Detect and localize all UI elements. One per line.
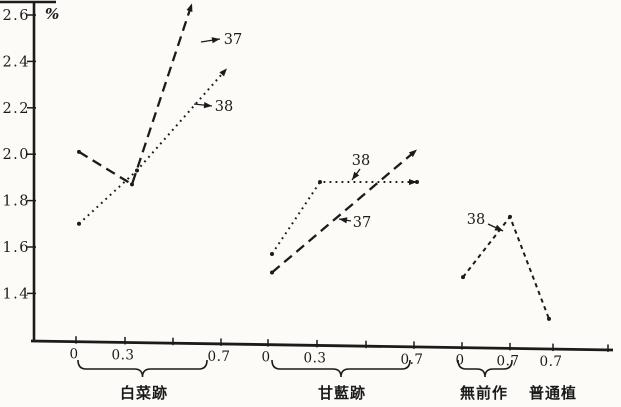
y-axis-tick-label: 2.4 [2, 54, 30, 70]
x-group-label: 無前作 [460, 384, 508, 402]
y-axis-tick-label: 1.8 [2, 194, 30, 210]
data-point-hakusai-38 [77, 221, 81, 226]
x-axis-tick-label: 0 [69, 347, 78, 363]
data-point-muzensaku-38 [547, 316, 551, 321]
data-point-muzensaku-38 [461, 275, 465, 280]
series-label-leader-arrow [339, 217, 348, 224]
series-end-arrow-hakusai-37 [186, 3, 193, 12]
series-label-leader-arrow [494, 224, 503, 231]
y-axis-tick-label: 2.6 [2, 8, 30, 24]
x-axis-tick-label: 0.3 [112, 347, 135, 363]
series-label-leader-arrow [211, 37, 220, 44]
x-group-brace [271, 359, 411, 378]
series-line-hakusai-38 [78, 67, 228, 225]
series-label-leader-arrow [352, 171, 360, 180]
x-axis-tick-label: 0 [261, 350, 270, 366]
x-group-label: 白菜跡 [120, 384, 168, 402]
y-axis-tick-label: 1.6 [2, 240, 30, 256]
series-end-arrow-kanran-37 [408, 149, 417, 158]
x-axis-tick-label: 0.3 [304, 350, 327, 366]
data-point-hakusai-37 [130, 182, 134, 187]
x-group-label: 普通植 [529, 384, 577, 402]
series-inline-label: 38 [352, 153, 370, 169]
series-inline-label: 37 [353, 215, 371, 231]
x-group-label: 甘藍跡 [318, 384, 366, 402]
data-point-kanran-37 [270, 270, 274, 275]
y-axis-tick-label: 1.4 [2, 286, 30, 302]
series-inline-label: 38 [215, 99, 233, 115]
chart-generated-layer: 2.6 2.4 2.2 2.0 1.8 1.6 1.4 0 0.3 0.7 0 0.3 0.7 0 0.7 0… [0, 0, 614, 402]
x-group-brace [77, 359, 208, 378]
x-axis-tick-label: 0.7 [208, 349, 231, 365]
x-axis-tick-label: 0.7 [497, 353, 520, 369]
data-point-hakusai-37 [77, 149, 81, 154]
series-line-kanran-37 [271, 148, 418, 274]
data-point-kanran-38 [318, 180, 322, 185]
series-line-kanran-38 [271, 181, 417, 255]
x-axis [30, 339, 614, 352]
x-group-brace [457, 359, 513, 378]
data-point-muzensaku-38 [508, 214, 512, 219]
series-label-leader-arrow [203, 102, 212, 109]
data-point-kanran-38 [270, 251, 274, 256]
series-end-arrow-hakusai-38 [219, 68, 227, 77]
y-axis-tick-label: 2.0 [2, 147, 30, 163]
series-end-arrow-kanran-38 [409, 178, 417, 186]
y-axis-unit-label: % [45, 5, 59, 23]
series-inline-label: 37 [224, 32, 242, 48]
y-axis-tick-label: 2.2 [2, 101, 30, 117]
x-axis-tick-label: 0 [455, 353, 464, 369]
x-axis-tick-label: 0.7 [401, 352, 424, 368]
data-point-hakusai-38 [135, 168, 139, 173]
series-line-muzensaku-38 [462, 214, 550, 320]
x-axis-tick-label: 0.7 [540, 354, 563, 370]
series-inline-label: 38 [467, 212, 485, 228]
series-line-hakusai-37 [78, 3, 194, 187]
